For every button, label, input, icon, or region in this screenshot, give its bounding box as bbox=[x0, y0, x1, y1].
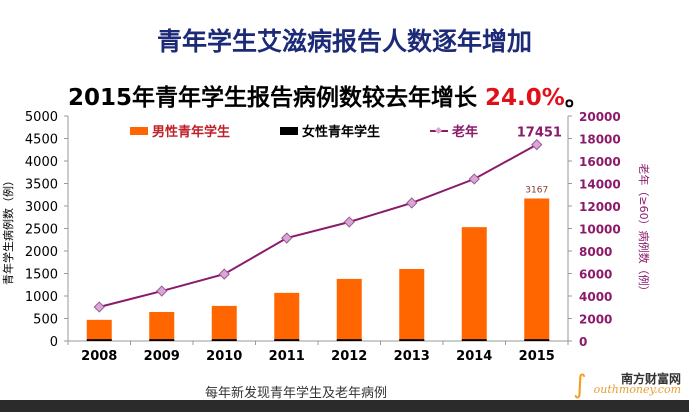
point-elderly bbox=[343, 216, 355, 228]
bar-female bbox=[211, 339, 237, 341]
point-elderly bbox=[531, 139, 543, 151]
subtitle-suffix: 。 bbox=[564, 85, 588, 111]
logo-en: outhmoney.com bbox=[593, 383, 681, 396]
logo: ∫ 南方财富网 outhmoney.com bbox=[565, 370, 689, 400]
point-elderly bbox=[406, 197, 418, 209]
x-tick-label: 2011 bbox=[269, 349, 305, 364]
bar-male bbox=[149, 311, 175, 341]
left-tick-label: 4500 bbox=[25, 133, 58, 148]
logo-cn: 南方财富网 bbox=[620, 372, 681, 386]
line-elderly bbox=[99, 143, 538, 308]
subtitle-text: 2015年青年学生报告病例数较去年增长 bbox=[68, 85, 486, 111]
bar-female bbox=[274, 339, 300, 341]
x-tick-label: 2014 bbox=[456, 349, 492, 364]
legend-male-swatch bbox=[130, 127, 148, 135]
y-axis-title-right: 老年（≥60）病例数（例） bbox=[637, 163, 651, 296]
left-tick-label: 3000 bbox=[25, 200, 58, 215]
bar-male bbox=[336, 278, 362, 341]
x-tick-label: 2009 bbox=[144, 349, 180, 364]
x-tick-label: 2012 bbox=[331, 349, 367, 364]
page-title: 青年学生艾滋病报告人数逐年增加 bbox=[156, 27, 532, 56]
bar-male bbox=[86, 319, 112, 341]
left-tick-label: 2000 bbox=[25, 245, 58, 260]
left-tick-label: 0 bbox=[50, 335, 58, 350]
legend-female-label: 女性青年学生 bbox=[302, 124, 380, 140]
subtitle-highlight: 24.0% bbox=[485, 85, 565, 111]
point-elderly bbox=[281, 232, 293, 244]
bar-female bbox=[461, 339, 487, 341]
right-tick-label: 12000 bbox=[579, 200, 621, 214]
x-tick-label: 2010 bbox=[206, 349, 242, 364]
bar-female bbox=[336, 339, 362, 341]
data-label-bar: 3167 bbox=[525, 185, 548, 195]
bar-male bbox=[211, 305, 237, 341]
right-tick-label: 14000 bbox=[579, 178, 621, 192]
subtitle: 2015年青年学生报告病例数较去年增长 24.0%。 bbox=[68, 78, 588, 112]
bottom-bar bbox=[0, 400, 689, 412]
legend-line-marker bbox=[434, 126, 443, 135]
bar-female bbox=[399, 339, 425, 341]
left-tick-label: 4000 bbox=[25, 155, 58, 170]
right-tick-label: 8000 bbox=[579, 245, 612, 259]
x-tick-label: 2013 bbox=[394, 349, 430, 364]
right-tick-label: 0 bbox=[579, 335, 587, 349]
bar-male bbox=[524, 198, 550, 341]
point-elderly bbox=[468, 173, 480, 185]
logo-swoosh-icon: ∫ bbox=[573, 370, 587, 400]
data-label-line: 17451 bbox=[517, 126, 562, 141]
left-tick-label: 1000 bbox=[25, 290, 58, 305]
bar-female bbox=[524, 339, 550, 341]
right-tick-label: 18000 bbox=[579, 133, 621, 147]
left-tick-label: 3500 bbox=[25, 178, 58, 193]
x-tick-label: 2015 bbox=[519, 349, 555, 364]
chart-caption: 每年新发现青年学生及老年病例 bbox=[205, 386, 388, 401]
point-elderly bbox=[218, 268, 230, 280]
right-tick-label: 6000 bbox=[579, 268, 612, 282]
bar-male bbox=[461, 227, 487, 341]
legend-female-swatch bbox=[280, 127, 298, 135]
y-axis-title-left: 青年学生病例数（例） bbox=[1, 175, 15, 285]
left-tick-label: 2500 bbox=[25, 223, 58, 238]
bar-female bbox=[149, 339, 175, 341]
right-tick-label: 10000 bbox=[579, 223, 621, 237]
x-tick-label: 2008 bbox=[81, 349, 117, 364]
right-tick-label: 4000 bbox=[579, 290, 612, 304]
point-elderly bbox=[93, 301, 105, 313]
right-tick-label: 20000 bbox=[579, 110, 621, 124]
right-tick-label: 2000 bbox=[579, 313, 612, 327]
bar-female bbox=[86, 339, 112, 341]
point-elderly bbox=[156, 285, 168, 297]
left-tick-label: 1500 bbox=[25, 268, 58, 283]
left-tick-label: 500 bbox=[33, 313, 58, 328]
bar-male bbox=[274, 292, 300, 341]
right-tick-label: 16000 bbox=[579, 155, 621, 169]
legend-line-label: 老年 bbox=[451, 124, 478, 140]
bar-male bbox=[399, 269, 425, 341]
legend-male-label: 男性青年学生 bbox=[152, 124, 230, 140]
left-tick-label: 5000 bbox=[25, 110, 58, 125]
